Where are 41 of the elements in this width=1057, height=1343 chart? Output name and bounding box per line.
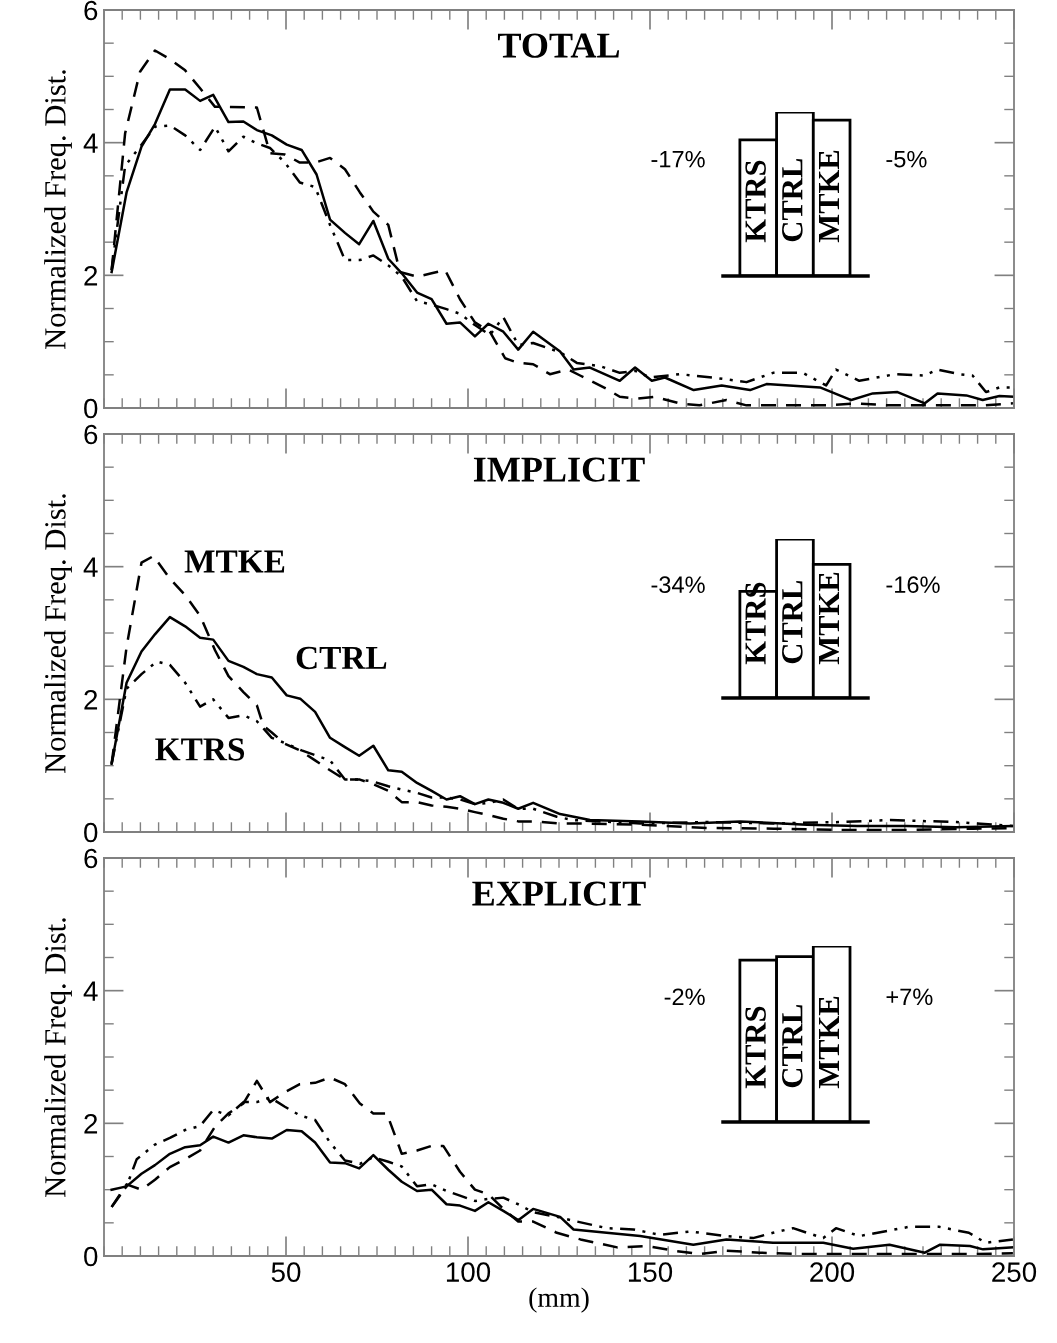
y-axis-title: Normalized Freq. Dist. [44, 494, 72, 773]
x-tick-label: 100 [446, 1262, 491, 1282]
series-label: KTRS [155, 738, 245, 761]
x-tick-label: KTRS [745, 582, 766, 665]
x-tick-label: KTRS [745, 1006, 766, 1089]
x-tick-label: CTRL [782, 581, 803, 664]
annotation: -34% [651, 576, 705, 594]
x-tick-label: 150 [628, 1262, 673, 1282]
annotation: -5% [886, 150, 927, 168]
x-tick-label: 250 [992, 1262, 1037, 1282]
y-tick-label: 2 [84, 1114, 98, 1134]
x-tick-label: 50 [271, 1262, 301, 1282]
chart-title: IMPLICIT [473, 457, 645, 482]
y-tick-label: 0 [84, 398, 98, 419]
x-tick-label: MTKE [819, 150, 840, 243]
annotation: -2% [664, 988, 705, 1006]
x-tick-label: CTRL [782, 159, 803, 242]
y-tick-label: 4 [83, 133, 98, 153]
annotation: -17% [651, 150, 705, 168]
y-tick-label: 2 [84, 266, 98, 286]
y-axis-title: Normalized Freq. Dist. [44, 918, 72, 1197]
y-tick-label: 2 [84, 690, 98, 710]
y-axis-title: Normalized Freq. Dist. [44, 70, 72, 349]
y-tick-label: 0 [84, 1246, 98, 1267]
x-tick-label: MTKE [819, 572, 840, 665]
y-tick-label: 6 [84, 0, 98, 21]
x-tick-label: 200 [810, 1262, 855, 1282]
annotation: -16% [886, 576, 940, 594]
x-tick-label: MTKE [819, 996, 840, 1089]
x-axis-title: (mm) [529, 1287, 589, 1313]
chart-title: EXPLICIT [472, 881, 646, 906]
series-label: MTKE [184, 550, 285, 573]
chart-title: TOTAL [498, 33, 620, 58]
y-tick-label: 6 [84, 424, 98, 445]
y-tick-label: 6 [84, 848, 98, 869]
annotation: +7% [886, 988, 933, 1006]
y-tick-label: 4 [83, 557, 98, 577]
y-tick-label: 0 [84, 822, 98, 843]
x-tick-label: KTRS [745, 160, 766, 243]
x-tick-label: CTRL [782, 1005, 803, 1088]
y-tick-label: 4 [83, 981, 98, 1001]
